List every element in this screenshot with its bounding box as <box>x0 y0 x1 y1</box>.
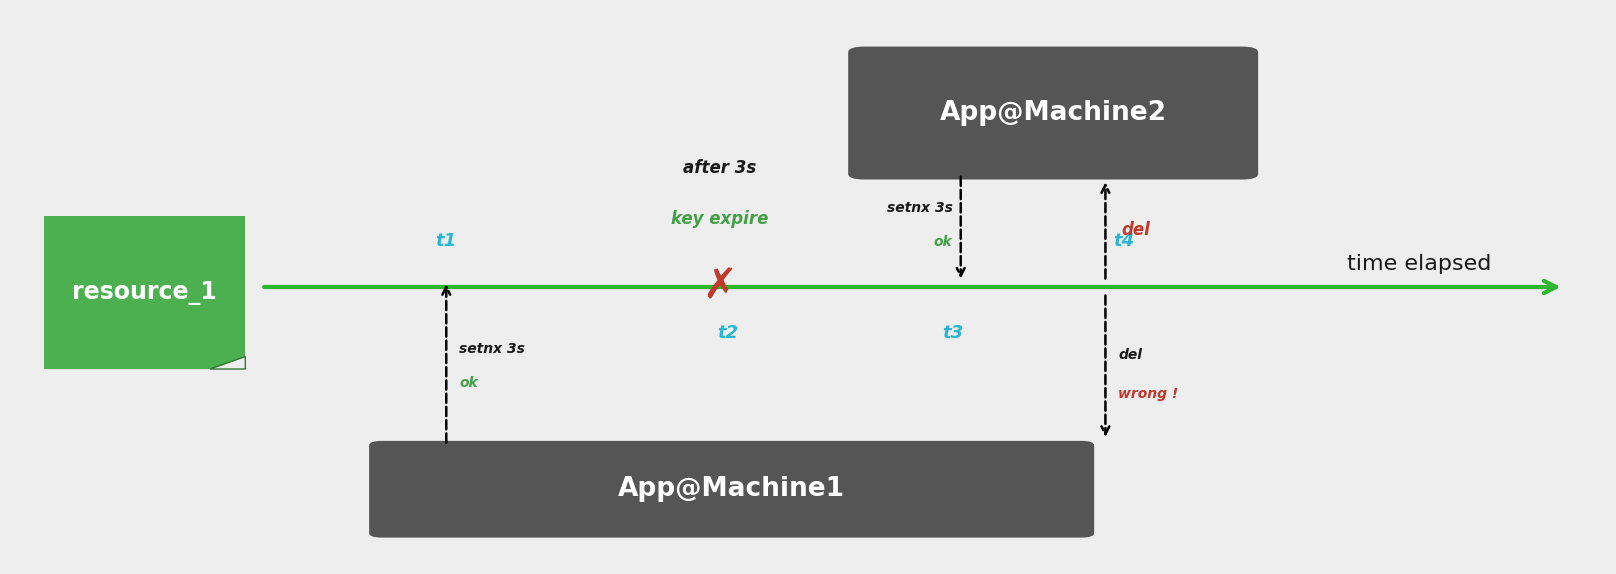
Text: resource_1: resource_1 <box>73 281 217 305</box>
FancyBboxPatch shape <box>368 441 1094 538</box>
Text: t4: t4 <box>1113 232 1134 250</box>
Text: t1: t1 <box>436 232 457 250</box>
Text: ✗: ✗ <box>701 266 737 308</box>
Text: App@Machine2: App@Machine2 <box>939 100 1167 126</box>
Text: t2: t2 <box>718 324 739 342</box>
FancyBboxPatch shape <box>848 46 1259 180</box>
Text: setnx 3s: setnx 3s <box>887 201 953 215</box>
Text: setnx 3s: setnx 3s <box>459 342 525 356</box>
Text: time elapsed: time elapsed <box>1346 254 1492 274</box>
Text: del: del <box>1118 348 1143 362</box>
Polygon shape <box>210 356 246 369</box>
Text: key expire: key expire <box>671 210 768 228</box>
Text: after 3s: after 3s <box>684 159 756 177</box>
Text: t3: t3 <box>942 324 963 342</box>
Text: ok: ok <box>459 376 478 390</box>
Text: App@Machine1: App@Machine1 <box>617 476 845 502</box>
FancyBboxPatch shape <box>44 216 246 369</box>
Text: del: del <box>1122 222 1151 239</box>
Text: ok: ok <box>934 235 953 249</box>
Text: wrong !: wrong ! <box>1118 387 1178 401</box>
